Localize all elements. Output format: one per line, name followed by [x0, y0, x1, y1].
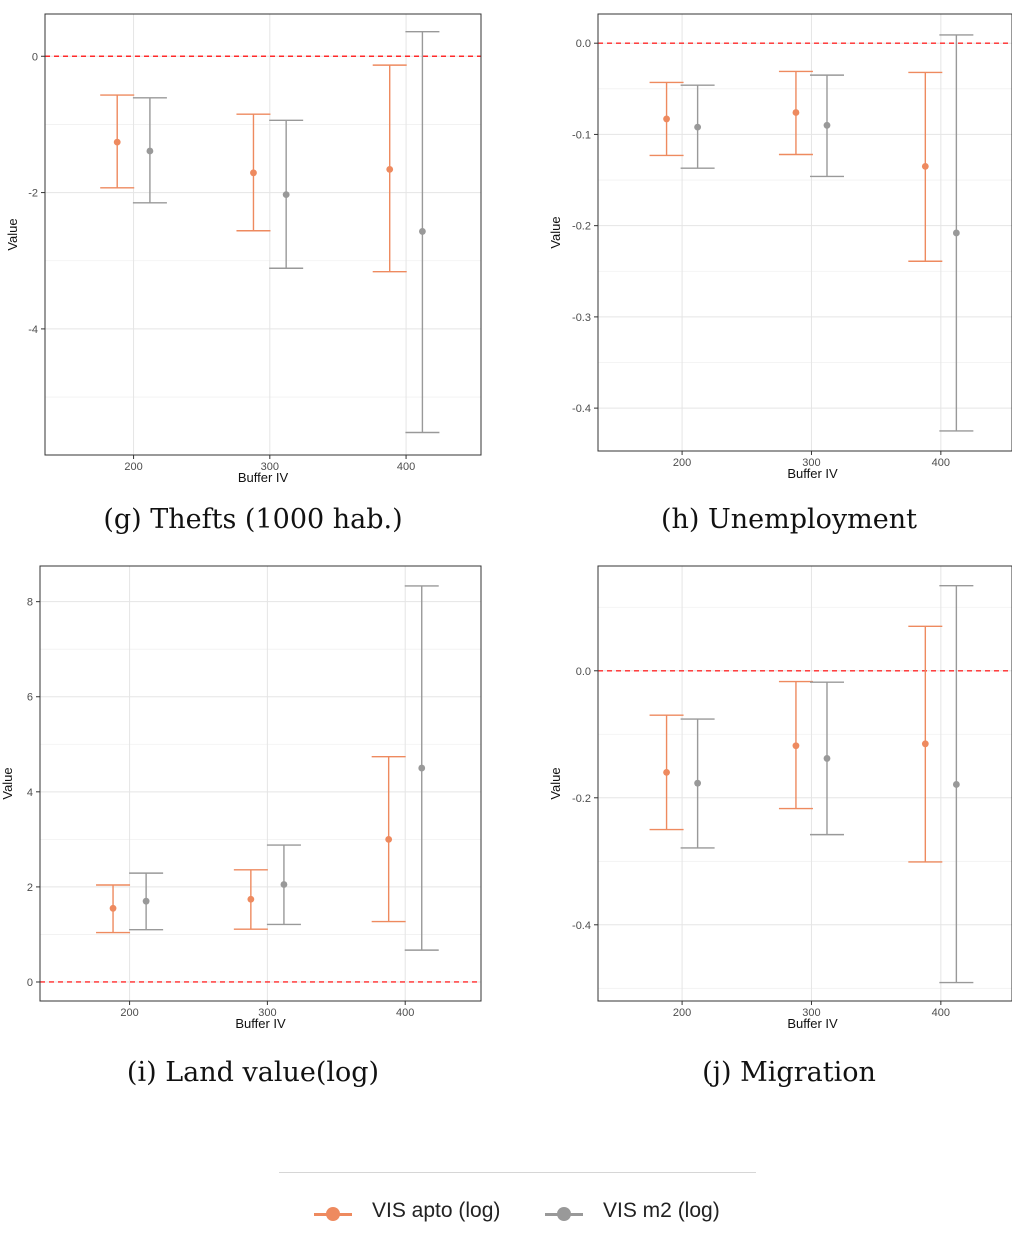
point-estimate-m2: [694, 123, 702, 131]
x-tick-label: 300: [261, 461, 279, 473]
point-estimate-m2: [823, 121, 831, 129]
y-axis-title: Value: [5, 218, 20, 250]
point-estimate-m2: [823, 755, 831, 762]
x-tick-label: 200: [673, 1007, 691, 1019]
y-tick-label: 8: [27, 597, 33, 609]
point-estimate-apto: [663, 768, 670, 776]
point-estimate-m2: [952, 781, 960, 788]
point-estimate-m2: [419, 228, 426, 235]
y-tick-label: -0.4: [572, 920, 591, 932]
point-estimate-apto: [385, 835, 393, 843]
point-estimate-m2: [142, 897, 150, 905]
point-estimate-m2: [952, 229, 960, 237]
x-tick-label: 400: [932, 457, 950, 469]
point-estimate-apto: [113, 138, 121, 146]
x-axis-title: Buffer IV: [238, 470, 289, 485]
legend-label-apto: VIS apto (log): [372, 1199, 501, 1222]
y-tick-label: -4: [28, 324, 38, 336]
x-tick-label: 200: [124, 461, 142, 473]
y-tick-label: 2: [27, 882, 33, 894]
y-tick-label: 4: [27, 787, 33, 799]
plot-border: [39, 565, 482, 1002]
point-estimate-apto: [921, 162, 929, 170]
x-tick-label: 300: [258, 1007, 276, 1019]
point-estimate-apto: [109, 904, 117, 912]
x-tick-label: 400: [397, 461, 415, 473]
plot-border: [44, 13, 482, 456]
point-estimate-m2: [694, 779, 702, 787]
plot-border: [597, 565, 1012, 1002]
x-tick-label: 200: [673, 457, 691, 469]
point-estimate-apto: [792, 109, 800, 116]
x-axis-title: Buffer IV: [235, 1016, 286, 1031]
y-tick-label: 0.0: [576, 666, 591, 678]
x-tick-label: 400: [396, 1007, 414, 1019]
y-tick-label: -0.3: [572, 312, 591, 324]
point-estimate-m2: [280, 881, 288, 888]
y-axis-title: Value: [548, 216, 563, 248]
chart-migration: 0.0 -0.2 -0.4 200 300 400 Buffer IV Value: [548, 565, 1012, 1031]
point-estimate-m2: [418, 764, 426, 772]
y-tick-label: 0.0: [576, 38, 591, 50]
y-tick-label: -0.4: [572, 403, 591, 415]
legend-label-m2: VIS m2 (log): [603, 1199, 720, 1222]
chart-land-value: 0 2 4 6 8 200 300 400 Buffer IV Value: [0, 565, 482, 1031]
y-tick-label: 0: [27, 977, 33, 989]
legend-dot-m2: [557, 1207, 571, 1221]
legend-divider: [279, 1172, 756, 1173]
x-tick-label: 300: [802, 457, 820, 469]
legend-dot-apto: [326, 1207, 340, 1221]
point-estimate-apto: [663, 115, 670, 123]
caption-land-value: (i) Land value(log): [126, 1057, 380, 1088]
y-tick-label: -0.2: [572, 793, 591, 805]
point-estimate-m2: [282, 191, 290, 199]
x-axis-title: Buffer IV: [787, 466, 838, 481]
point-estimate-m2: [146, 147, 154, 155]
legend: VIS apto (log) VIS m2 (log): [0, 1196, 1012, 1232]
y-tick-label: 0: [32, 51, 38, 63]
y-axis-title: Value: [0, 767, 15, 799]
point-estimate-apto: [250, 169, 257, 177]
y-tick-label: 6: [27, 692, 33, 704]
x-tick-label: 300: [802, 1007, 820, 1019]
caption-unemployment: (h) Unemployment: [660, 504, 917, 535]
chart-unemployment: 0.0 -0.1 -0.2 -0.3 -0.4 200 300 400 Buffer IV Val…: [548, 13, 1012, 481]
x-tick-label: 200: [120, 1007, 138, 1019]
plot-border: [597, 13, 1012, 452]
caption-thefts: (g) Thefts (1000 hab.): [103, 504, 403, 535]
chart-thefts: 0 -2 -4 200 300 400 Buffer IV Value: [5, 13, 482, 485]
caption-migration: (j) Migration: [702, 1057, 876, 1088]
y-tick-label: -0.2: [572, 221, 591, 233]
point-estimate-apto: [247, 895, 255, 903]
y-axis-title: Value: [548, 767, 563, 799]
x-axis-title: Buffer IV: [787, 1016, 838, 1031]
y-tick-label: -0.1: [572, 129, 591, 141]
y-tick-label: -2: [28, 188, 38, 200]
x-tick-label: 400: [932, 1007, 950, 1019]
point-estimate-apto: [921, 740, 929, 748]
point-estimate-apto: [386, 166, 394, 173]
point-estimate-apto: [792, 742, 800, 750]
